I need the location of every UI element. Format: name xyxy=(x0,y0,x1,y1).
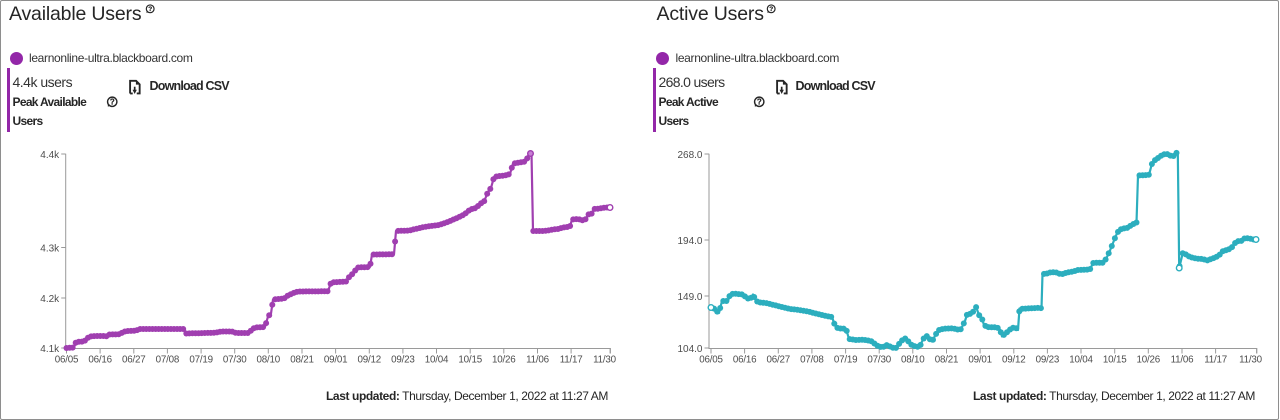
svg-text:08/10: 08/10 xyxy=(901,355,925,366)
svg-text:09/23: 09/23 xyxy=(1036,355,1060,366)
svg-text:10/26: 10/26 xyxy=(1137,355,1161,366)
svg-text:104.0: 104.0 xyxy=(677,344,702,355)
svg-text:10/15: 10/15 xyxy=(458,355,482,366)
svg-text:?: ? xyxy=(148,6,152,13)
svg-text:268.0: 268.0 xyxy=(677,150,702,161)
svg-text:194.0: 194.0 xyxy=(677,236,702,247)
svg-text:06/16: 06/16 xyxy=(88,355,112,366)
svg-text:07/19: 07/19 xyxy=(834,355,858,366)
svg-text:08/21: 08/21 xyxy=(290,355,314,366)
svg-text:10/04: 10/04 xyxy=(1069,355,1093,366)
svg-text:06/27: 06/27 xyxy=(122,355,146,366)
svg-text:09/12: 09/12 xyxy=(1002,355,1026,366)
svg-text:09/01: 09/01 xyxy=(324,355,348,366)
svg-text:4.2k: 4.2k xyxy=(40,294,60,305)
svg-text:11/06: 11/06 xyxy=(526,355,550,366)
svg-text:06/05: 06/05 xyxy=(55,355,79,366)
svg-text:07/30: 07/30 xyxy=(867,355,891,366)
svg-text:06/27: 06/27 xyxy=(767,355,791,366)
svg-text:149.0: 149.0 xyxy=(677,292,702,303)
svg-text:08/21: 08/21 xyxy=(935,355,959,366)
svg-text:10/04: 10/04 xyxy=(425,355,449,366)
svg-text:09/12: 09/12 xyxy=(358,355,382,366)
svg-text:11/30: 11/30 xyxy=(593,355,617,366)
svg-text:08/10: 08/10 xyxy=(257,355,281,366)
svg-text:07/08: 07/08 xyxy=(800,355,824,366)
svg-text:11/17: 11/17 xyxy=(560,355,583,366)
svg-text:07/19: 07/19 xyxy=(189,355,213,366)
svg-text:?: ? xyxy=(769,6,773,13)
svg-text:09/01: 09/01 xyxy=(968,355,992,366)
svg-text:09/23: 09/23 xyxy=(391,355,415,366)
svg-text:4.1k: 4.1k xyxy=(40,344,60,355)
svg-text:11/30: 11/30 xyxy=(1239,355,1263,366)
svg-text:11/17: 11/17 xyxy=(1204,355,1227,366)
svg-text:4.4k: 4.4k xyxy=(40,150,60,161)
svg-text:10/15: 10/15 xyxy=(1103,355,1127,366)
svg-text:?: ? xyxy=(757,97,762,106)
svg-text:06/05: 06/05 xyxy=(699,355,723,366)
svg-text:06/16: 06/16 xyxy=(733,355,757,366)
svg-text:?: ? xyxy=(110,97,115,106)
svg-text:11/06: 11/06 xyxy=(1171,355,1195,366)
svg-text:4.3k: 4.3k xyxy=(40,244,60,255)
svg-text:07/30: 07/30 xyxy=(223,355,247,366)
svg-text:07/08: 07/08 xyxy=(156,355,180,366)
svg-text:10/26: 10/26 xyxy=(492,355,516,366)
